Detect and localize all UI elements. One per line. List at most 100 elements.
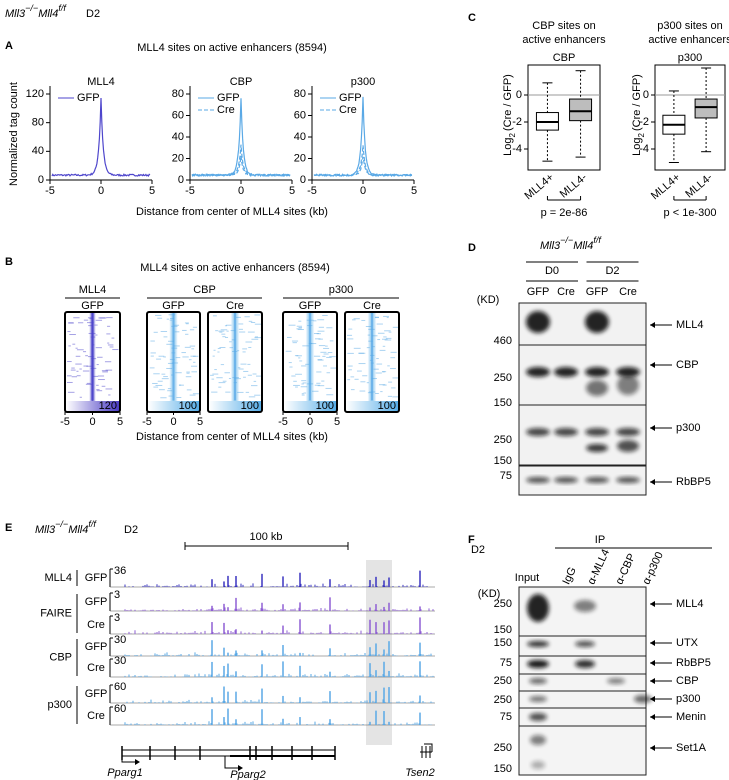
heatmap-signal	[377, 339, 381, 341]
y-tick-label: 40	[294, 131, 306, 143]
plot-title: CBP sites on	[532, 20, 595, 32]
track-sample: GFP	[85, 572, 108, 584]
arrow-head	[650, 696, 655, 702]
track-max: 3	[114, 589, 120, 601]
heatmap-signal	[323, 353, 329, 355]
heatmap-signal	[242, 348, 248, 350]
heatmap-signal	[382, 345, 386, 347]
gene: Mll3	[35, 524, 56, 536]
timepoint: D0	[545, 265, 559, 277]
heatmap-signal	[234, 378, 241, 380]
heatmap-signal	[67, 391, 75, 393]
heatmap-signal	[322, 314, 328, 316]
y-tick-label: -4	[512, 143, 522, 155]
marker-label: 75	[500, 470, 512, 482]
heatmap-signal	[254, 323, 262, 325]
x-tick-label: -5	[307, 185, 317, 197]
arrow-head	[650, 745, 655, 751]
heatmap-signal	[107, 344, 114, 346]
heatmap-signal	[193, 361, 196, 363]
gene: Mll4	[573, 240, 593, 252]
heatmap-signal	[188, 359, 192, 361]
plot-title: MLL4	[87, 76, 115, 88]
heatmap-signal	[181, 352, 186, 354]
heatmap-signal	[219, 331, 223, 333]
heatmap-signal	[160, 397, 167, 399]
profile-line	[51, 97, 151, 178]
heatmap-signal	[359, 352, 366, 354]
marker-label: 250	[494, 675, 512, 687]
heatmap-signal	[95, 334, 98, 336]
heatmap-signal	[366, 347, 370, 349]
arrow-head	[650, 362, 655, 368]
lane-label: Input	[515, 572, 539, 584]
heatmap-signal	[293, 384, 300, 386]
heatmap-signal	[161, 378, 169, 380]
band	[585, 367, 609, 377]
lane-label: Cre	[619, 286, 637, 298]
heatmap-signal	[361, 319, 366, 321]
marker-label: 75	[500, 711, 512, 723]
x-tick-label: 0	[307, 416, 313, 428]
heatmap-signal	[89, 318, 94, 320]
y-tick-label: 80	[32, 117, 44, 129]
heatmap-signal	[75, 355, 81, 357]
heatmap-signal	[374, 317, 380, 319]
heatmap-signal	[96, 389, 100, 391]
heatmap-signal	[242, 351, 246, 353]
heatmap-signal	[387, 395, 393, 397]
heatmap-signal	[302, 345, 309, 347]
profile-line	[191, 155, 291, 178]
heatmap-signal	[75, 347, 78, 349]
heatmap-signal	[73, 317, 80, 319]
gene-name: Tsen2	[405, 767, 435, 779]
x-tick-label: -5	[142, 416, 152, 428]
heatmap-signal	[376, 358, 379, 360]
y-label: Normalized tag count	[8, 82, 20, 186]
heatmap-signal	[348, 369, 352, 371]
heatmap-signal	[320, 351, 327, 353]
scale-bar-label: 100 kb	[249, 531, 282, 543]
heatmap-signal	[244, 316, 250, 318]
heatmap-signal	[105, 388, 113, 390]
heatmap-signal	[316, 382, 321, 384]
lane-label: GFP	[586, 286, 609, 298]
heatmap-signal	[70, 369, 76, 371]
y-tick-label: -2	[639, 116, 649, 128]
panel-label: D	[468, 242, 476, 254]
colorbar	[66, 401, 119, 411]
sample-label: GFP	[299, 300, 322, 312]
heatmap-signal	[157, 317, 163, 319]
band	[554, 428, 578, 436]
protein-label: Menin	[676, 711, 706, 723]
heatmap-signal	[79, 368, 82, 370]
heatmap-signal	[305, 363, 310, 365]
plot-title: active enhancers	[648, 34, 729, 46]
heatmap-signal	[323, 347, 330, 349]
heatmap-signal	[175, 357, 181, 359]
profile-line	[313, 156, 413, 178]
heatmap-signal	[93, 375, 99, 377]
heatmap-signal	[217, 347, 221, 349]
heatmap-signal	[189, 345, 196, 347]
heatmap-signal	[375, 392, 379, 394]
band	[575, 641, 595, 647]
heatmap-signal	[378, 384, 386, 386]
marker-label: 75	[500, 657, 512, 669]
heatmap-signal	[248, 346, 252, 348]
stage: D2	[86, 8, 100, 20]
heatmap-signal	[186, 389, 192, 391]
heatmap-signal	[218, 386, 222, 388]
heatmap-signal	[329, 356, 336, 358]
panel-label: A	[5, 40, 13, 52]
heatmap-signal	[102, 371, 108, 373]
heatmap-signal	[91, 358, 97, 360]
heatmap-signal	[71, 376, 78, 378]
heatmap-signal	[105, 369, 113, 371]
heatmap-signal	[382, 384, 387, 386]
band	[526, 428, 550, 436]
band	[574, 600, 596, 612]
x-tick-label: 5	[117, 416, 123, 428]
plot-title: active enhancers	[522, 34, 606, 46]
heatmap-signal	[347, 365, 353, 367]
